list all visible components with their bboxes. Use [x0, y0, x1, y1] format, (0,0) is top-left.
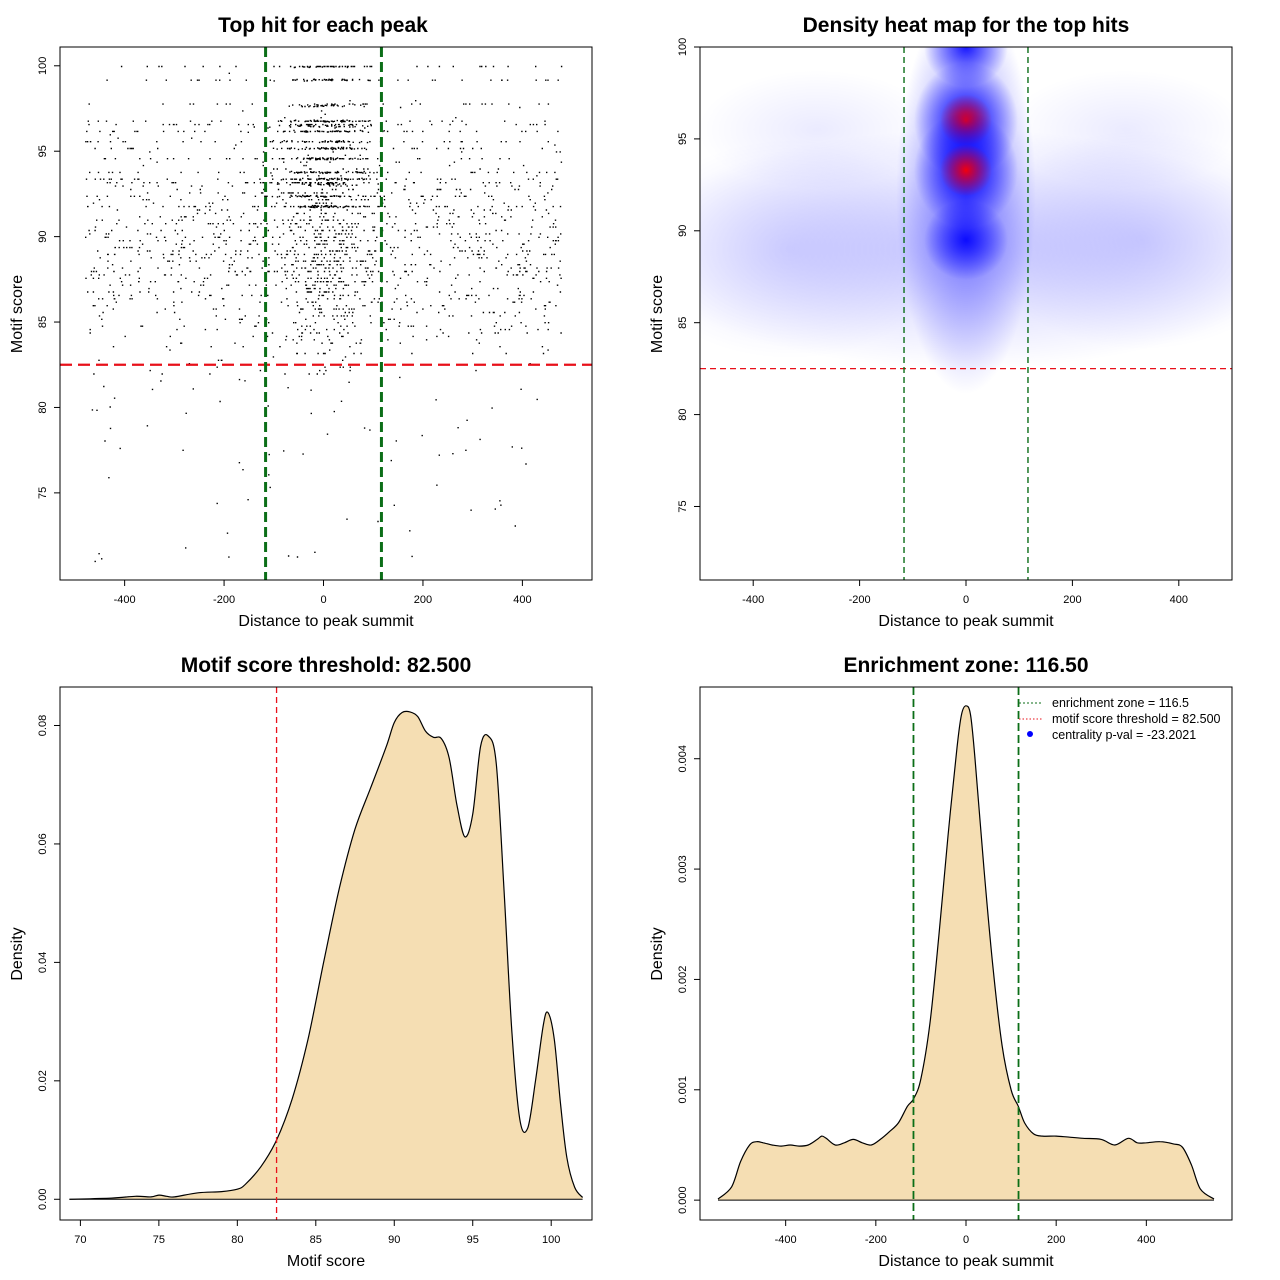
scatter-axes: -400 -200 0 200 400 75 80 85 90 95 100	[37, 57, 532, 606]
score-density-area	[69, 711, 583, 1200]
heat-hotspot-red	[940, 144, 992, 197]
score-density-y-axis-title: Density	[9, 927, 26, 980]
scatter-points	[85, 65, 563, 563]
heatmap-y-axis-title: Motif score	[649, 275, 666, 353]
score-density-plot-frame	[59, 686, 593, 1221]
score-density-y-tick-label: 0.00	[37, 1189, 49, 1210]
distance-density-curve	[717, 705, 1215, 1200]
score-density-x-tick-label: 95	[467, 1234, 479, 1246]
heatmap-x-tick-label: 400	[1170, 594, 1188, 606]
heatmap-panel: Density heat map for the top hits -400 -2…	[649, 14, 1233, 630]
scatter-x-tick-label: -400	[114, 594, 136, 606]
distance-density-y-tick-label: 0.004	[677, 745, 689, 773]
score-density-y-tick-label: 0.02	[37, 1070, 49, 1091]
heatmap-x-tick-label: -400	[742, 594, 764, 606]
score-density-x-tick-label: 90	[388, 1234, 400, 1246]
scatter-x-tick-label: 0	[320, 594, 326, 606]
distance-density-axes: -400 -200 0 200 400 0.000 0.001 0.002 0.003 0.004	[677, 745, 1156, 1246]
score-density-x-tick-label: 85	[310, 1234, 322, 1246]
score-density-x-tick-label: 70	[74, 1234, 86, 1246]
distance-density-y-tick-label: 0.000	[677, 1186, 689, 1214]
scatter-y-axis-title: Motif score	[9, 275, 26, 353]
score-density-x-tick-label: 75	[153, 1234, 165, 1246]
distance-density-panel: Enrichment zone: 116.50 -400 -200 0 200 400 0…	[649, 654, 1233, 1270]
heatmap-axes: -400 -200 0 200 400 75 80 85 90 95 100	[677, 38, 1188, 606]
scatter-panel: Top hit for each peak -400 -200 0 200 400 75 8…	[9, 14, 593, 630]
scatter-y-tick-label: 75	[37, 487, 49, 499]
scatter-y-tick-label: 90	[37, 231, 49, 243]
scatter-title: Top hit for each peak	[218, 14, 428, 37]
scatter-y-tick-label: 85	[37, 316, 49, 328]
heat-upper-right-haze	[1005, 69, 1232, 190]
heat-hotspot-blue	[924, 199, 1008, 280]
heat-left-haze	[700, 139, 951, 360]
distance-density-title: Enrichment zone: 116.50	[843, 654, 1088, 677]
heatmap-title: Density heat map for the top hits	[803, 14, 1130, 37]
scatter-x-tick-label: -200	[213, 594, 235, 606]
scatter-y-tick-label: 95	[37, 145, 49, 157]
heatmap-x-tick-label: 0	[963, 594, 969, 606]
legend-zone-label: enrichment zone = 116.5	[1052, 696, 1189, 710]
heatmap-x-tick-label: -200	[849, 594, 871, 606]
distance-density-x-tick-label: -400	[775, 1234, 797, 1246]
scatter-y-tick-label: 100	[37, 57, 49, 75]
heat-upper-left-haze	[700, 69, 938, 190]
distance-density-y-tick-label: 0.002	[677, 966, 689, 994]
heatmap-x-tick-label: 200	[1063, 594, 1081, 606]
heat-hotspot-blue	[924, 47, 1008, 87]
distance-density-x-tick-label: -200	[865, 1234, 887, 1246]
heatmap-y-tick-label: 95	[677, 133, 689, 145]
score-density-x-tick-label: 100	[542, 1234, 560, 1246]
score-density-x-axis-title: Motif score	[287, 1253, 365, 1270]
distance-density-x-tick-label: 200	[1047, 1234, 1065, 1246]
legend-pval-dot	[1027, 731, 1033, 737]
score-density-y-tick-label: 0.08	[37, 715, 49, 736]
score-density-panel: Motif score threshold: 82.500 70 75 80 85 90…	[9, 654, 593, 1270]
scatter-x-tick-label: 400	[513, 594, 531, 606]
scatter-x-axis-title: Distance to peak summit	[238, 613, 414, 630]
distance-density-x-tick-label: 0	[963, 1234, 969, 1246]
distance-density-plot	[717, 687, 1215, 1220]
scatter-reference-lines	[60, 47, 592, 580]
distance-density-area	[718, 705, 1214, 1201]
score-density-y-tick-label: 0.04	[37, 952, 49, 973]
heatmap-density	[700, 47, 1232, 394]
heatmap-y-tick-label: 75	[677, 500, 689, 512]
heatmap-reference-lines	[700, 47, 1232, 580]
distance-density-y-axis-title: Density	[649, 927, 666, 980]
score-density-curve	[69, 710, 584, 1200]
heatmap-y-tick-label: 90	[677, 225, 689, 237]
score-density-y-tick-label: 0.06	[37, 833, 49, 854]
legend-threshold-label: motif score threshold = 82.500	[1052, 712, 1221, 726]
distance-density-x-axis-title: Distance to peak summit	[878, 1253, 1054, 1270]
scatter-y-tick-label: 80	[37, 401, 49, 413]
distance-density-y-tick-label: 0.001	[677, 1076, 689, 1104]
heatmap-y-tick-label: 85	[677, 317, 689, 329]
score-density-axes: 70 75 80 85 90 95 100 0.00 0.02 0.04 0.06 0.08	[37, 715, 560, 1246]
distance-density-y-tick-label: 0.003	[677, 855, 689, 883]
scatter-plot-frame	[59, 46, 593, 581]
heatmap-x-axis-title: Distance to peak summit	[878, 613, 1054, 630]
legend-pval-label: centrality p-val = -23.2021	[1052, 728, 1196, 742]
heatmap-y-tick-label: 80	[677, 408, 689, 420]
score-density-title: Motif score threshold: 82.500	[181, 654, 472, 677]
legend: enrichment zone = 116.5 motif score thre…	[1019, 696, 1221, 742]
heatmap-y-tick-label: 100	[677, 38, 689, 56]
score-density-plot	[69, 687, 584, 1220]
scatter-point-cloud	[85, 65, 563, 563]
distance-density-x-tick-label: 400	[1137, 1234, 1155, 1246]
score-density-x-tick-label: 80	[231, 1234, 243, 1246]
scatter-x-tick-label: 200	[414, 594, 432, 606]
